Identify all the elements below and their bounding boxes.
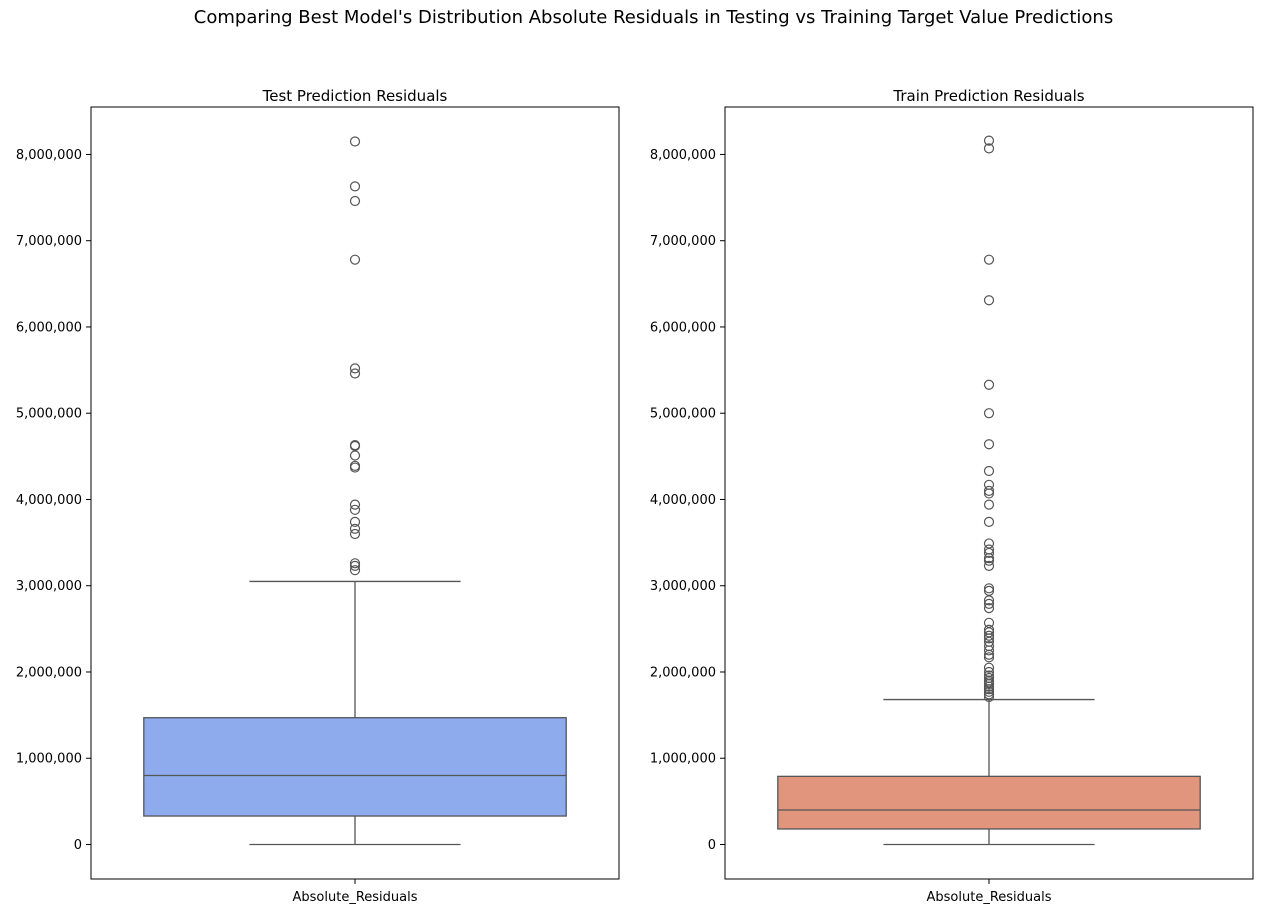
outlier-point: [983, 652, 995, 663]
y-tick-label: 0: [74, 838, 82, 853]
plot-frame: [90, 106, 620, 880]
outlier-point: [983, 135, 995, 146]
outlier-point: [983, 544, 995, 555]
outlier-point: [983, 295, 995, 306]
outlier-point: [983, 254, 995, 265]
panel-title: Test Prediction Residuals: [262, 87, 448, 105]
outlier-point: [983, 603, 995, 614]
outlier-point: [983, 662, 995, 673]
outlier-point: [983, 672, 995, 684]
outlier-point: [983, 479, 995, 490]
iqr-box: [777, 775, 1201, 830]
outlier-point: [349, 195, 361, 207]
outlier-point: [983, 143, 995, 154]
outlier-point: [983, 617, 995, 628]
y-tick-label: 6,000,000: [16, 320, 82, 335]
y-tick-label: 3,000,000: [650, 579, 716, 594]
chart-panel-2: Train Prediction Residuals 0 1,000,000 2,00…: [650, 87, 1254, 905]
outlier-point: [983, 560, 995, 571]
outlier-point: [983, 691, 995, 703]
outlier-point: [983, 379, 995, 390]
outlier-point: [349, 504, 361, 515]
outlier-point: [349, 181, 361, 192]
outlier-point: [983, 598, 995, 609]
outlier-point: [349, 516, 361, 527]
outlier-point: [349, 136, 361, 147]
outlier-point: [349, 558, 361, 569]
outlier-point: [349, 565, 361, 576]
y-tick-label: 6,000,000: [650, 320, 716, 335]
outlier-point: [983, 641, 995, 652]
y-tick-label: 1,000,000: [16, 752, 82, 767]
y-tick-label: 3,000,000: [16, 579, 82, 594]
outlier-point: [983, 624, 995, 635]
outlier-point: [983, 583, 995, 594]
outlier-point: [983, 630, 995, 641]
outlier-point: [983, 408, 995, 419]
outlier-point: [349, 363, 361, 374]
y-tick-label: 4,000,000: [16, 493, 82, 508]
y-tick-label: 8,000,000: [650, 148, 716, 163]
outlier-point: [983, 538, 995, 549]
outlier-point: [349, 440, 361, 451]
outlier-point: [983, 485, 995, 496]
outlier-point: [983, 585, 995, 597]
outlier-point: [983, 670, 995, 681]
chart-panel-1: Test Prediction Residuals 0 1,000,000 2,000…: [16, 87, 620, 905]
y-tick-label: 8,000,000: [16, 148, 82, 163]
y-tick-label: 2,000,000: [650, 665, 716, 680]
outlier-point: [983, 516, 995, 527]
outlier-point: [983, 666, 995, 678]
y-tick-label: 0: [708, 838, 716, 853]
outlier-point: [983, 499, 995, 510]
outlier-point: [983, 689, 995, 700]
y-tick-label: 2,000,000: [16, 665, 82, 680]
outlier-point: [349, 528, 361, 540]
outlier-point: [349, 499, 361, 510]
y-tick-label: 5,000,000: [16, 407, 82, 422]
outlier-point: [349, 254, 361, 265]
y-tick-label: 7,000,000: [16, 234, 82, 249]
outlier-point: [349, 368, 361, 379]
plot-frame: [724, 106, 1254, 880]
outlier-point: [983, 555, 995, 566]
x-tick-label: Absolute_Residuals: [293, 890, 418, 905]
x-tick-label: Absolute_Residuals: [927, 890, 1052, 905]
outlier-point: [983, 465, 995, 477]
y-tick-label: 5,000,000: [650, 407, 716, 422]
outlier-point: [349, 523, 361, 534]
outlier-point: [349, 560, 361, 571]
y-tick-label: 1,000,000: [650, 752, 716, 767]
outlier-point: [983, 439, 995, 450]
y-tick-label: 7,000,000: [650, 234, 716, 249]
outlier-point: [349, 450, 361, 461]
panel-title: Train Prediction Residuals: [892, 87, 1084, 105]
figure-title: Comparing Best Model's Distribution Abso…: [193, 7, 1114, 28]
iqr-box: [143, 717, 567, 817]
outlier-point: [349, 460, 361, 471]
y-tick-label: 4,000,000: [650, 493, 716, 508]
